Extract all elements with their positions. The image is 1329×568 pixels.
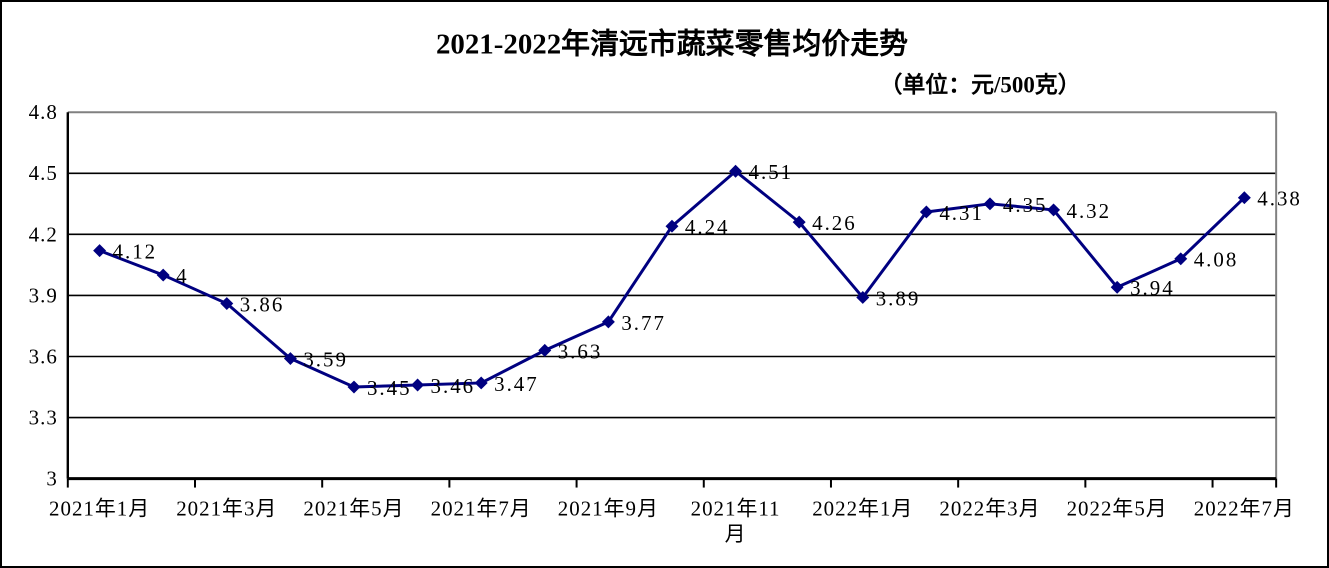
data-label: 3.46	[431, 374, 476, 398]
data-point-marker	[729, 164, 743, 178]
data-label: 4.31	[939, 201, 984, 225]
data-point-marker	[93, 244, 107, 258]
y-axis-label: 3.3	[29, 406, 58, 430]
data-point-marker	[1174, 252, 1188, 266]
data-label: 4.26	[812, 211, 857, 235]
data-label: 4.24	[685, 215, 730, 239]
data-label: 4	[176, 264, 188, 288]
y-axis-label: 3	[46, 467, 57, 491]
data-point-marker	[1110, 280, 1124, 294]
data-point-marker	[601, 315, 615, 329]
data-label: 4.35	[1003, 193, 1048, 217]
data-point-marker	[1047, 203, 1061, 217]
data-label: 3.47	[494, 372, 539, 396]
data-label: 3.59	[303, 348, 348, 372]
x-axis-label: 月	[725, 522, 747, 546]
y-axis-label: 3.9	[29, 283, 58, 307]
chart-title: 2021-2022年清远市蔬菜零售均价走势	[436, 28, 908, 61]
y-axis-label: 3.6	[29, 344, 58, 368]
data-point-marker	[411, 378, 425, 392]
data-label: 4.38	[1257, 187, 1302, 211]
data-point-marker	[665, 219, 679, 233]
data-label: 4.08	[1194, 248, 1239, 272]
data-point-marker	[283, 352, 297, 365]
data-point-marker	[983, 197, 997, 211]
data-point-marker	[538, 343, 552, 357]
data-label: 4.12	[113, 240, 158, 264]
x-axis-label: 2021年5月	[303, 496, 404, 520]
x-axis-label: 2022年3月	[939, 496, 1040, 520]
data-point-marker	[220, 297, 234, 311]
x-axis-label: 2021年3月	[176, 496, 277, 520]
x-axis-label: 2022年5月	[1067, 496, 1168, 520]
data-point-marker	[792, 215, 806, 229]
x-axis-label: 2021年9月	[558, 496, 659, 520]
data-point-marker	[1237, 191, 1251, 205]
x-axis-label: 2022年7月	[1194, 496, 1295, 520]
data-label: 3.77	[621, 311, 666, 335]
data-label: 3.86	[240, 293, 285, 317]
x-axis-label: 2021年11	[691, 496, 781, 520]
data-point-marker	[156, 268, 170, 282]
x-axis-label: 2021年7月	[431, 496, 532, 520]
data-point-marker	[856, 291, 870, 304]
x-axis-label: 2021年1月	[49, 496, 150, 520]
y-axis-label: 4.2	[29, 222, 58, 246]
data-point-marker	[347, 380, 361, 394]
y-axis-label: 4.5	[29, 161, 58, 185]
chart-subtitle: （单位：元/500克）	[879, 71, 1080, 97]
y-axis-label: 4.8	[29, 100, 58, 124]
data-label: 3.45	[367, 376, 412, 400]
x-axis-label: 2022年1月	[812, 496, 913, 520]
data-point-marker	[474, 376, 488, 390]
data-point-marker	[919, 205, 933, 219]
data-label: 4.51	[749, 160, 794, 184]
data-label: 3.63	[558, 339, 603, 363]
data-label: 3.94	[1130, 276, 1175, 300]
data-label: 3.89	[876, 286, 921, 310]
plot-area: 3 3.3 3.6 3.9 4.2 4.5 4.8 2021年1月 2021年3月 2021年5月…	[29, 100, 1302, 546]
data-label: 4.32	[1067, 199, 1112, 223]
